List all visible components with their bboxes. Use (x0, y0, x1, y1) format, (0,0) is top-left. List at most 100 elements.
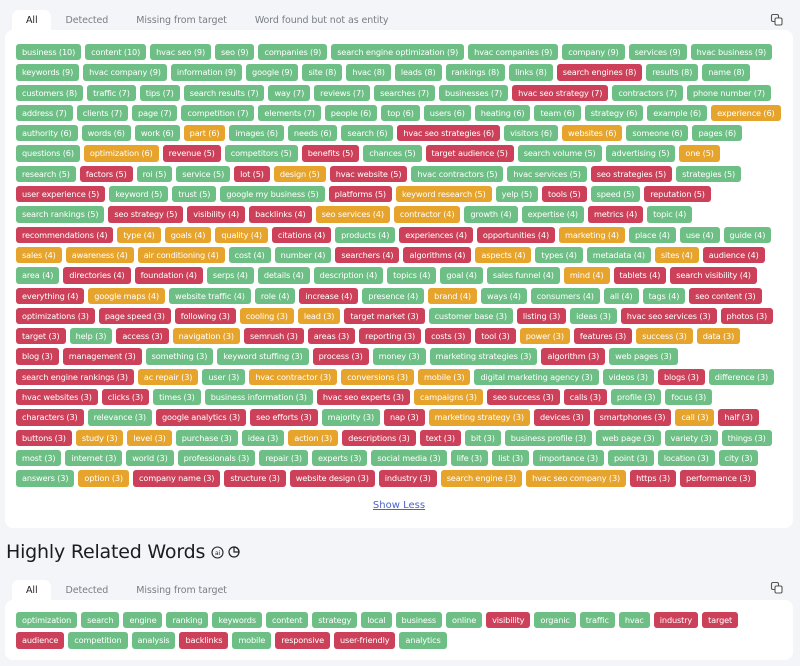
entity-tag[interactable]: visibility (4) (187, 206, 246, 223)
entity-tag[interactable]: trust (5) (172, 186, 217, 203)
entity-tag[interactable]: team (6) (534, 104, 581, 122)
entity-tag[interactable]: description (4) (313, 267, 384, 284)
entity-tag[interactable]: expertise (4) (521, 206, 584, 223)
entity-tag[interactable]: service (5) (176, 165, 231, 183)
entity-tag[interactable]: hvac (8) (346, 64, 391, 81)
entity-tag[interactable]: part (6) (183, 125, 226, 142)
entity-tag[interactable]: content (265, 612, 309, 629)
entity-tag[interactable]: reviews (7) (314, 84, 371, 101)
entity-tag[interactable]: keyword research (5) (395, 186, 492, 203)
entity-tag[interactable]: search rankings (5) (16, 206, 105, 223)
entity-tag[interactable]: search engines (8) (556, 64, 643, 81)
entity-tag[interactable]: lot (5) (234, 165, 270, 183)
copy-icon[interactable] (770, 580, 784, 594)
entity-tag[interactable]: aspects (4) (475, 246, 532, 264)
entity-tag[interactable]: ranking (166, 612, 209, 629)
entity-tag[interactable]: campaigns (3) (413, 389, 483, 406)
entity-tag[interactable]: things (3) (721, 429, 772, 446)
entity-tag[interactable]: study (3) (75, 429, 124, 446)
entity-tag[interactable]: customers (8) (16, 84, 84, 101)
entity-tag[interactable]: process (3) (312, 348, 369, 365)
entity-tag[interactable]: most (3) (16, 449, 62, 467)
entity-tag[interactable]: structure (3) (224, 470, 286, 487)
entity-tag[interactable]: tool (3) (475, 328, 516, 345)
entity-tag[interactable]: heating (6) (474, 104, 531, 122)
tab-detected[interactable]: Detected (65, 585, 109, 596)
entity-tag[interactable]: factors (5) (79, 165, 133, 183)
entity-tag[interactable]: lead (3) (297, 307, 341, 325)
entity-tag[interactable]: hvac contractors (5) (411, 165, 504, 183)
entity-tag[interactable]: professionals (3) (177, 449, 256, 467)
entity-tag[interactable]: tablets (4) (613, 267, 667, 284)
entity-tag[interactable]: directories (4) (63, 267, 131, 284)
entity-tag[interactable]: audience (16, 632, 65, 649)
entity-tag[interactable]: research (5) (16, 165, 76, 183)
entity-tag[interactable]: place (4) (628, 226, 676, 243)
entity-tag[interactable]: focus (3) (665, 389, 713, 406)
entity-tag[interactable]: metadata (4) (586, 246, 651, 264)
entity-tag[interactable]: competitors (5) (224, 145, 298, 162)
entity-tag[interactable]: contractors (7) (612, 84, 683, 101)
entity-tag[interactable]: target market (3) (344, 307, 425, 325)
entity-tag[interactable]: keyword stuffing (3) (217, 348, 309, 365)
entity-tag[interactable]: phone number (7) (686, 84, 771, 101)
entity-tag[interactable]: increase (4) (299, 287, 359, 304)
entity-tag[interactable]: air conditioning (4) (137, 246, 225, 264)
entity-tag[interactable]: business information (3) (204, 389, 313, 406)
entity-tag[interactable]: page speed (3) (98, 307, 171, 325)
entity-tag[interactable]: hvac business (9) (690, 44, 773, 61)
entity-tag[interactable]: conversions (3) (341, 368, 414, 386)
entity-tag[interactable]: visibility (486, 612, 531, 629)
entity-tag[interactable]: engine (123, 612, 163, 629)
entity-tag[interactable]: words (6) (81, 125, 131, 142)
entity-tag[interactable]: seo success (3) (486, 389, 560, 406)
ai-badge-icon[interactable]: ai (211, 545, 224, 559)
entity-tag[interactable]: quality (4) (215, 226, 268, 243)
entity-tag[interactable]: people (6) (324, 104, 378, 122)
entity-tag[interactable]: search visibility (4) (670, 267, 757, 284)
entity-tag[interactable]: information (9) (170, 64, 243, 81)
entity-tag[interactable]: algorithm (3) (541, 348, 606, 365)
entity-tag[interactable]: social media (3) (371, 449, 447, 467)
entity-tag[interactable]: hvac seo strategies (6) (397, 125, 501, 142)
entity-tag[interactable]: seo strategies (5) (590, 165, 673, 183)
entity-tag[interactable]: company (9) (562, 44, 625, 61)
entity-tag[interactable]: text (3) (419, 429, 461, 446)
entity-tag[interactable]: online (446, 612, 483, 629)
entity-tag[interactable]: mind (4) (563, 267, 610, 284)
entity-tag[interactable]: hvac seo company (3) (526, 470, 627, 487)
entity-tag[interactable]: google (9) (246, 64, 299, 81)
entity-tag[interactable]: seo services (4) (315, 206, 390, 223)
entity-tag[interactable]: someone (6) (626, 125, 689, 142)
entity-tag[interactable]: one (5) (679, 145, 720, 162)
entity-tag[interactable]: everything (4) (16, 287, 85, 304)
entity-tag[interactable]: user experience (5) (16, 186, 106, 203)
entity-tag[interactable]: digital marketing agency (3) (474, 368, 599, 386)
entity-tag[interactable]: hvac contractor (3) (249, 368, 338, 386)
entity-tag[interactable]: sites (4) (654, 246, 699, 264)
entity-tag[interactable]: ways (4) (480, 287, 527, 304)
entity-tag[interactable]: calls (3) (563, 389, 607, 406)
entity-tag[interactable]: optimization (6) (83, 145, 159, 162)
entity-tag[interactable]: performance (3) (680, 470, 757, 487)
entity-tag[interactable]: areas (3) (307, 328, 356, 345)
entity-tag[interactable]: photos (3) (720, 307, 774, 325)
entity-tag[interactable]: role (4) (254, 287, 296, 304)
entity-tag[interactable]: internet (3) (65, 449, 123, 467)
entity-tag[interactable]: help (3) (69, 328, 113, 345)
entity-tag[interactable]: strategies (5) (676, 165, 742, 183)
entity-tag[interactable]: smartphones (3) (593, 409, 672, 426)
entity-tag[interactable]: importance (3) (533, 449, 604, 467)
entity-tag[interactable]: use (4) (679, 226, 720, 243)
entity-tag[interactable]: point (3) (608, 449, 654, 467)
entity-tag[interactable]: call (3) (675, 409, 715, 426)
entity-tag[interactable]: local (361, 612, 392, 629)
entity-tag[interactable]: competition (68, 632, 128, 649)
entity-tag[interactable]: goals (4) (164, 226, 212, 243)
entity-tag[interactable]: target audience (5) (425, 145, 514, 162)
entity-tag[interactable]: address (7) (16, 104, 73, 122)
entity-tag[interactable]: revenue (5) (162, 145, 221, 162)
entity-tag[interactable]: semrush (3) (243, 328, 304, 345)
entity-tag[interactable]: optimizations (3) (16, 307, 95, 325)
entity-tag[interactable]: videos (3) (602, 368, 654, 386)
